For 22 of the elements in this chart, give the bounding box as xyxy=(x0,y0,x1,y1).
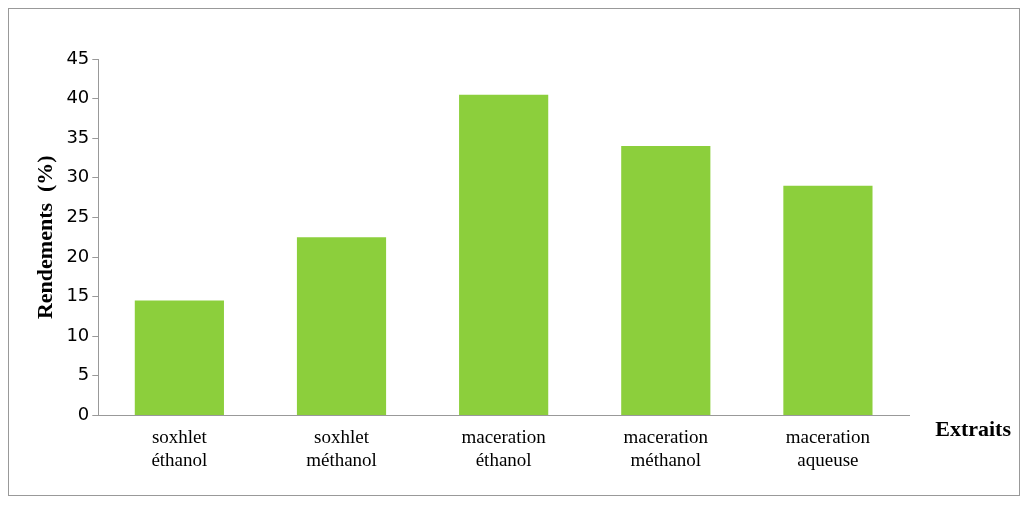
x-tick-label: soxhlet éthanol xyxy=(151,425,208,470)
y-axis-title: Rendements (%) xyxy=(31,155,57,320)
y-tick-label: 45 xyxy=(66,46,90,68)
y-tick-label: 20 xyxy=(66,244,90,266)
bar xyxy=(459,94,549,415)
bar xyxy=(134,300,224,415)
x-tick-label: soxhlet méthanol xyxy=(306,425,377,470)
x-tick-label: maceration méthanol xyxy=(623,425,709,470)
x-tick-label: maceration éthanol xyxy=(461,425,547,470)
y-tick-label: 25 xyxy=(66,205,90,227)
y-tick-label: 40 xyxy=(66,86,90,108)
y-tick-label: 30 xyxy=(66,165,90,187)
x-tick-label: maceration aqueuse xyxy=(785,425,871,470)
y-tick-label: 10 xyxy=(66,323,90,345)
y-tick-label: 15 xyxy=(66,284,90,306)
y-tick-label: 35 xyxy=(66,125,90,147)
bar xyxy=(783,185,873,415)
bar xyxy=(296,237,387,415)
bar xyxy=(621,146,711,415)
x-axis-title: Extraits xyxy=(935,416,1012,442)
y-tick-label: 5 xyxy=(77,363,90,385)
y-tick-label: 0 xyxy=(77,403,90,425)
